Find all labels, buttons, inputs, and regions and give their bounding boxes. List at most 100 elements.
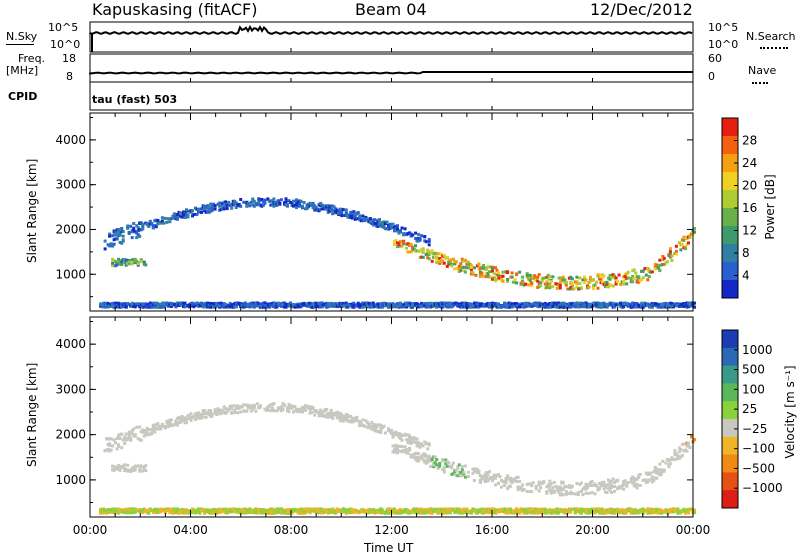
- echo-cell: [445, 264, 449, 268]
- echo-cell: [331, 416, 335, 420]
- nsearch-tick-bottom: 10^0: [708, 38, 739, 51]
- echo-cell: [670, 259, 674, 262]
- echo-cell: [486, 272, 490, 276]
- velocity-colorbar-swatch: [722, 330, 738, 349]
- echo-cell: [408, 436, 412, 440]
- echo-cell: [117, 259, 121, 263]
- echo-cell: [531, 481, 535, 485]
- echo-cell: [394, 430, 398, 434]
- echo-cell: [175, 213, 179, 217]
- echo-cell: [340, 211, 344, 215]
- echo-cell: [477, 471, 481, 475]
- echo-cell: [649, 471, 653, 475]
- echo-cell: [662, 256, 666, 260]
- echo-cell: [555, 485, 559, 489]
- echo-cell: [159, 304, 163, 308]
- echo-cell: [581, 509, 585, 513]
- echo-cell: [564, 485, 568, 489]
- echo-cell: [364, 419, 368, 423]
- echo-cell: [554, 305, 558, 309]
- echo-cell: [586, 486, 589, 489]
- nsky-tick-bottom: 10^0: [50, 38, 81, 51]
- echo-cell: [480, 265, 484, 269]
- echo-cell: [320, 508, 324, 512]
- echo-cell: [518, 270, 522, 274]
- date-title: 12/Dec/2012: [590, 0, 693, 19]
- echo-cell: [638, 484, 642, 487]
- echo-cell: [133, 304, 137, 308]
- echo-cell: [362, 424, 366, 428]
- echo-cell: [248, 507, 252, 511]
- echo-cell: [533, 276, 537, 280]
- echo-cell: [537, 489, 541, 493]
- cpid-label: CPID: [8, 90, 38, 103]
- velocity-colorbar-swatch: [722, 472, 738, 491]
- echo-cell: [311, 201, 315, 205]
- echo-cell: [177, 415, 181, 419]
- echo-cell: [219, 304, 223, 308]
- echo-cell: [394, 443, 398, 447]
- echo-cell: [117, 464, 121, 467]
- echo-cell: [189, 418, 193, 422]
- echo-cell: [215, 413, 219, 416]
- echo-cell: [117, 257, 121, 261]
- echo-cell: [693, 230, 696, 234]
- echo-cell: [121, 230, 125, 233]
- echo-cell: [414, 231, 418, 235]
- echo-cell: [99, 511, 102, 515]
- echo-cell: [557, 301, 561, 305]
- echo-cell: [200, 416, 203, 420]
- echo-cell: [150, 222, 154, 226]
- echo-cell: [662, 469, 666, 473]
- echo-cell: [249, 409, 253, 413]
- echo-cell: [664, 461, 668, 465]
- echo-cell: [533, 274, 537, 278]
- echo-cell: [109, 242, 113, 246]
- echo-cell: [420, 255, 424, 259]
- echo-cell: [400, 438, 404, 442]
- echo-cell: [130, 262, 134, 266]
- echo-cell: [680, 242, 684, 246]
- echo-cell: [254, 510, 258, 514]
- echo-cell: [210, 412, 214, 416]
- echo-cell: [124, 304, 128, 308]
- echo-cell: [576, 491, 580, 494]
- echo-cell: [108, 234, 112, 238]
- echo-cell: [451, 258, 455, 262]
- echo-cell: [679, 448, 683, 451]
- echo-cell: [576, 493, 580, 496]
- echo-cell: [118, 508, 122, 511]
- echo-cell: [270, 199, 274, 203]
- echo-cell: [210, 511, 214, 515]
- echo-cell: [494, 508, 497, 512]
- echo-cell: [495, 277, 499, 281]
- echo-cell: [156, 222, 160, 226]
- echo-cell: [504, 479, 508, 483]
- echo-cell: [260, 511, 264, 515]
- echo-cell: [298, 204, 301, 208]
- echo-cell: [650, 477, 654, 481]
- echo-cell: [536, 275, 540, 279]
- echo-cell: [647, 268, 651, 272]
- echo-cell: [174, 419, 178, 423]
- echo-cell: [622, 282, 626, 286]
- echo-cell: [583, 281, 586, 284]
- echo-cell: [373, 218, 377, 222]
- echo-cell: [552, 489, 556, 493]
- echo-cell: [141, 222, 145, 226]
- echo-cell: [340, 303, 344, 307]
- echo-cell: [254, 203, 258, 207]
- echo-cell: [439, 252, 443, 256]
- echo-cell: [234, 510, 238, 514]
- echo-cell: [120, 305, 124, 309]
- echo-cell: [123, 436, 127, 440]
- echo-cell: [482, 274, 485, 278]
- echo-cell: [515, 273, 519, 277]
- echo-cell: [340, 207, 344, 211]
- echo-cell: [219, 509, 223, 513]
- echo-cell: [485, 471, 488, 475]
- echo-cell: [117, 443, 121, 447]
- echo-cell: [219, 301, 223, 305]
- echo-cell: [602, 305, 606, 309]
- echo-cell: [592, 278, 595, 282]
